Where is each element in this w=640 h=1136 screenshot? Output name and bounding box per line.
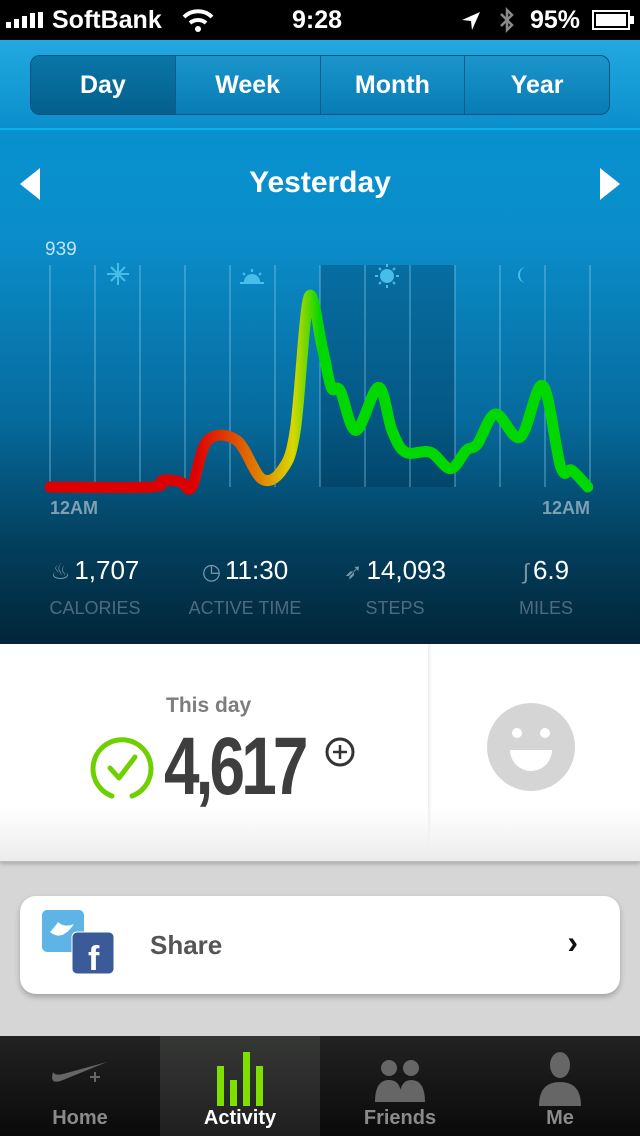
- share-button[interactable]: f Share ›: [20, 896, 620, 994]
- sun-icon: [375, 264, 399, 288]
- wifi-icon: [182, 9, 214, 32]
- tab-home[interactable]: Home: [0, 1036, 160, 1136]
- period-segmented-control: Day Week Month Year: [30, 55, 610, 115]
- battery-percent: 95%: [530, 6, 581, 34]
- activity-series-line: [44, 289, 594, 495]
- clock: 9:28: [292, 6, 343, 34]
- tab-label: Activity: [203, 1107, 277, 1129]
- stat-value: 1,707: [74, 555, 140, 585]
- road-icon: ∫: [522, 559, 529, 584]
- x-tick-label-end: 12AM: [542, 498, 590, 518]
- tab-activity[interactable]: Activity: [160, 1036, 320, 1136]
- signal-icon: [6, 12, 43, 28]
- stat-steps: ➶ 14,093 STEPS: [315, 555, 475, 619]
- stat-value: 11:30: [225, 555, 289, 585]
- bar-chart-icon: [217, 1052, 263, 1106]
- tab-friends[interactable]: Friends: [320, 1036, 480, 1136]
- location-icon: [462, 12, 480, 30]
- twitter-facebook-icon: f: [42, 910, 115, 976]
- segment-week[interactable]: Week: [174, 56, 320, 114]
- y-max-label: 939: [45, 239, 77, 260]
- segment-month[interactable]: Month: [319, 56, 465, 114]
- carrier: SoftBank: [52, 6, 162, 34]
- fuel-total: 4,617: [164, 721, 308, 812]
- shoe-icon: ➶: [344, 559, 363, 584]
- stopwatch-icon: ◷: [201, 559, 222, 584]
- moon-icon: [518, 267, 526, 283]
- segment-year[interactable]: Year: [464, 56, 609, 114]
- stat-label: ACTIVE TIME: [188, 598, 302, 618]
- friends-icon: [375, 1060, 425, 1102]
- nike-plus-icon: [52, 1062, 107, 1082]
- stat-value: 14,093: [366, 555, 446, 585]
- night-star-icon: [107, 263, 129, 285]
- stat-label: CALORIES: [49, 598, 141, 618]
- tab-bar: Home Activity Friends Me: [0, 1036, 640, 1136]
- segment-day[interactable]: Day: [31, 56, 175, 114]
- summary-card[interactable]: This day 4,617: [0, 644, 640, 862]
- card-divider: [428, 644, 431, 844]
- status-bar: SoftBank 9:28 95%: [0, 0, 640, 40]
- share-label: Share: [150, 930, 223, 960]
- bluetooth-icon: [500, 6, 514, 34]
- goal-check-icon: [90, 737, 154, 799]
- previous-day-arrow-icon[interactable]: [20, 168, 40, 200]
- x-tick-label-start: 12AM: [50, 498, 98, 518]
- stat-value: 6.9: [532, 555, 570, 585]
- sunrise-icon: [240, 269, 264, 284]
- stat-miles: ∫ 6.9 MILES: [466, 555, 626, 619]
- next-day-arrow-icon[interactable]: [600, 168, 620, 200]
- activity-panel: Day Week Month Year Yesterday 939 12AM 1…: [0, 40, 640, 644]
- stat-label: STEPS: [365, 598, 425, 618]
- stat-calories: ♨ 1,707 CALORIES: [15, 555, 175, 619]
- person-icon: [539, 1052, 581, 1106]
- flame-icon: ♨: [50, 559, 71, 584]
- activity-chart: 939 12AM 12AM: [44, 239, 594, 518]
- stat-label: MILES: [518, 598, 574, 618]
- tab-label: Home: [52, 1107, 108, 1129]
- chevron-right-icon: ›: [567, 924, 578, 960]
- svg-text:f: f: [88, 940, 100, 976]
- tab-me[interactable]: Me: [480, 1036, 640, 1136]
- stat-active-time: ◷ 11:30 ACTIVE TIME: [165, 555, 325, 619]
- summary-label: This day: [166, 694, 252, 717]
- plus-circle-icon[interactable]: [324, 736, 356, 768]
- smiley-face-icon[interactable]: [484, 700, 578, 794]
- tab-label: Friends: [363, 1107, 437, 1129]
- date-label: Yesterday: [249, 166, 391, 199]
- battery-icon: [592, 10, 634, 30]
- tab-label: Me: [546, 1107, 574, 1129]
